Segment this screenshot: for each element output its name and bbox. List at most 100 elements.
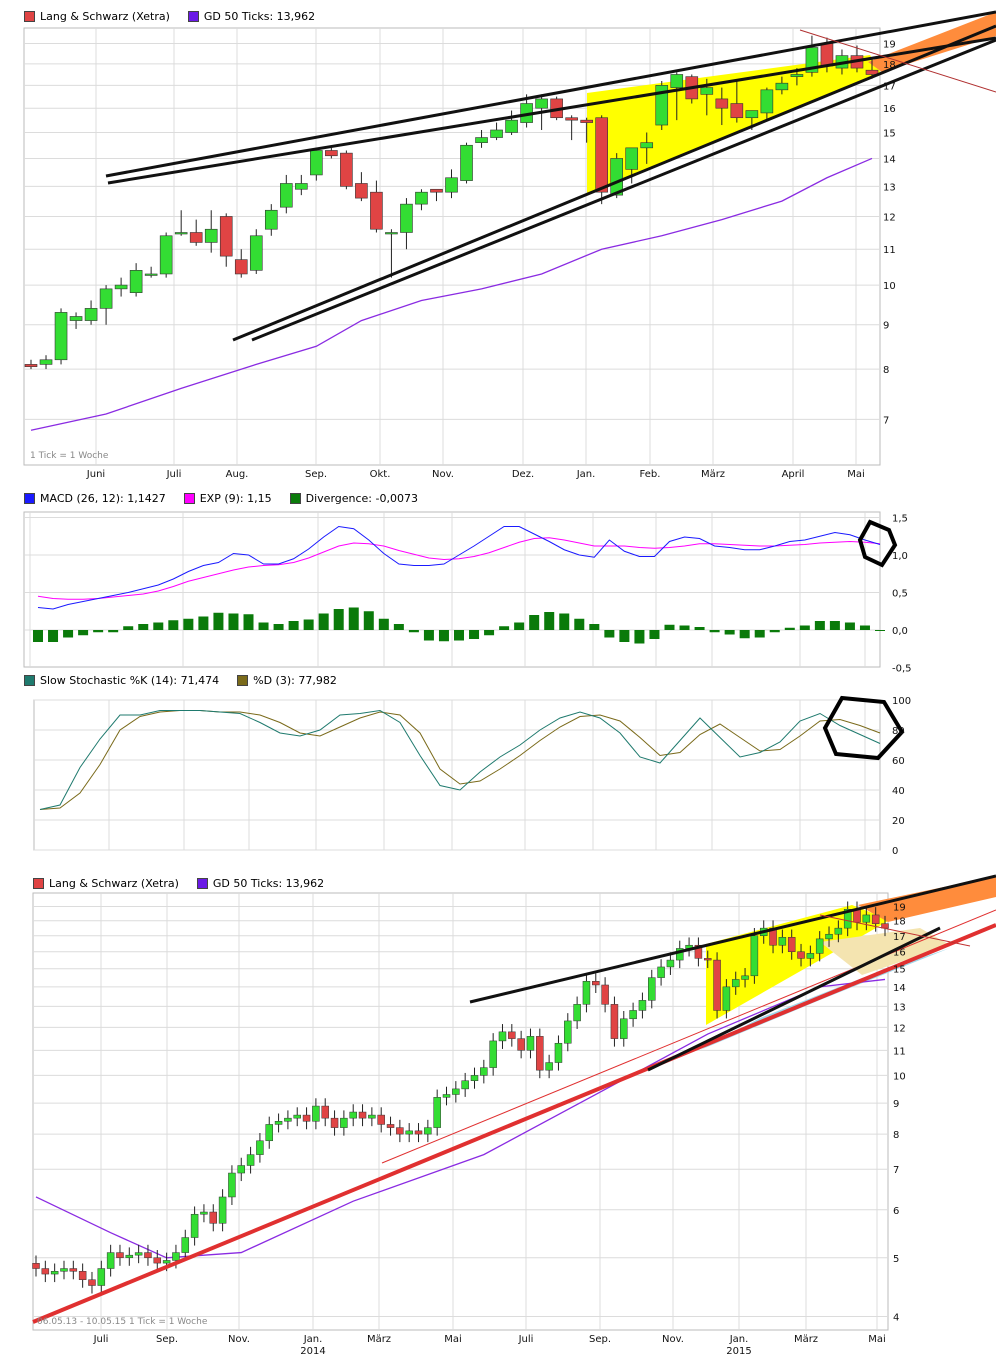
- candle-up: [172, 1252, 180, 1261]
- candle-up: [445, 177, 458, 193]
- legend-label: Lang & Schwarz (Xetra): [40, 10, 170, 23]
- candle-down: [713, 959, 721, 1011]
- candle-up: [50, 1271, 59, 1275]
- divergence-bar: [63, 630, 74, 638]
- legend-label: MACD (26, 12): 1,1427: [40, 492, 166, 505]
- gd50-line: [30, 157, 873, 431]
- candle-down: [78, 1271, 87, 1280]
- divergence-bar: [33, 630, 43, 642]
- candle-down: [189, 232, 203, 243]
- macd-legend-item: Divergence: -0,0073: [289, 492, 418, 505]
- divergence-bar: [243, 614, 254, 630]
- candle-up: [629, 1010, 637, 1020]
- plot-area: [33, 699, 881, 851]
- divergence-bar: [619, 630, 630, 642]
- divergence-bar: [875, 630, 885, 631]
- candle-up: [461, 1080, 469, 1090]
- bottom-legend-item: Lang & Schwarz (Xetra): [33, 877, 179, 890]
- divergence-bar: [679, 625, 690, 630]
- candle-up: [452, 1088, 460, 1095]
- candle-down: [414, 1130, 423, 1135]
- candle-up: [775, 82, 789, 91]
- candle-up: [295, 183, 308, 190]
- y-tick-label: 4: [893, 1313, 899, 1324]
- candle-down: [797, 951, 805, 959]
- candle-up: [284, 1117, 292, 1122]
- candle-down: [871, 914, 880, 924]
- candle-up: [60, 1268, 68, 1272]
- candle-down: [325, 150, 338, 157]
- y-tick-label: 11: [883, 245, 896, 256]
- candle-down: [144, 1252, 152, 1259]
- y-tick-label: 18: [893, 917, 906, 928]
- x-tick-label: März: [794, 1334, 818, 1345]
- legend-swatch: [24, 675, 35, 686]
- candle-up: [843, 909, 852, 929]
- legend-swatch: [289, 493, 301, 504]
- candle-up: [200, 1211, 208, 1215]
- candle-down: [592, 981, 600, 986]
- candle-down: [396, 1127, 404, 1135]
- x-tick-label: Aug.: [226, 469, 249, 480]
- divergence-bar: [318, 613, 329, 630]
- y-tick-label: 8: [883, 365, 889, 376]
- stochastic-chart: 0 20 40 60 80 100: [33, 695, 911, 857]
- y-tick-label: -0,5: [892, 664, 912, 675]
- candle-up: [405, 1130, 413, 1135]
- candle-up: [750, 935, 759, 977]
- candle-up: [134, 1252, 143, 1256]
- x-tick-label: März: [701, 469, 725, 480]
- x-tick-label: Juli: [166, 469, 182, 480]
- divergence-bar: [333, 609, 344, 630]
- candle-down: [601, 984, 609, 1005]
- y-tick-label: 1,5: [892, 514, 908, 525]
- y-tick-label: 13: [883, 182, 896, 193]
- candle-up: [159, 235, 173, 275]
- x-tick-label: Juli: [518, 1334, 534, 1345]
- candle-down: [330, 1117, 339, 1128]
- candle-up: [806, 953, 815, 959]
- resistance-line: [799, 29, 996, 93]
- stoch-legend: Slow Stochastic %K (14): 71,474 %D (3): 7…: [24, 674, 355, 687]
- candle-up: [69, 316, 83, 321]
- candle-up: [312, 1105, 320, 1122]
- candle-up: [745, 110, 759, 119]
- legend-label: Slow Stochastic %K (14): 71,474: [40, 674, 220, 687]
- macd-line: [37, 525, 881, 610]
- candle-down: [536, 1036, 544, 1071]
- candle-up: [433, 1097, 441, 1128]
- y-tick-label: 15: [883, 128, 896, 139]
- divergence-bar: [438, 630, 449, 642]
- tick-note: 06.05.13 - 10.05.15 1 Tick = 1 Woche: [37, 1317, 208, 1327]
- divergence-bar: [709, 630, 720, 633]
- candle-up: [125, 1254, 134, 1259]
- candle-up: [340, 1117, 348, 1128]
- candle-down: [88, 1279, 96, 1286]
- divergence-bar: [213, 612, 224, 630]
- candle-up: [84, 308, 98, 321]
- divergence-bar: [589, 624, 600, 630]
- top-legend-item: Lang & Schwarz (Xetra): [24, 10, 170, 23]
- candle-up: [218, 1196, 227, 1224]
- divergence-bar: [754, 630, 765, 638]
- legend-swatch: [187, 11, 199, 22]
- candle-up: [778, 937, 787, 946]
- x-tick-label: Juli: [93, 1334, 109, 1345]
- candle-up: [106, 1252, 115, 1269]
- candle-down: [694, 944, 703, 959]
- y-tick-label: 100: [892, 696, 911, 707]
- divergence-bar: [739, 630, 750, 639]
- tick-note: 1 Tick = 1 Woche: [30, 451, 109, 461]
- divergence-bar: [724, 630, 735, 635]
- candle-up: [666, 959, 675, 968]
- divergence-bar: [183, 618, 194, 630]
- y-tick-label: 9: [893, 1099, 899, 1110]
- y-tick-label: 14: [883, 154, 896, 165]
- candle-up: [862, 914, 871, 923]
- candle-down: [430, 188, 443, 193]
- candle-up: [470, 1075, 479, 1081]
- candle-down: [69, 1268, 78, 1272]
- candle-down: [517, 1038, 525, 1051]
- y-tick-label: 1,0: [892, 551, 908, 562]
- candle-up: [228, 1172, 236, 1198]
